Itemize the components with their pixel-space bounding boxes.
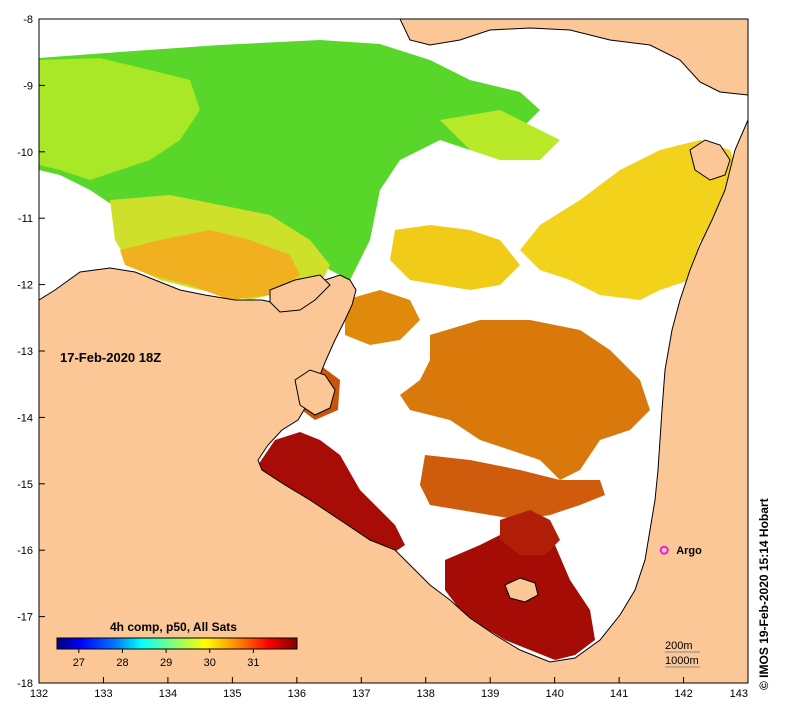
y-tick-label-4: -12 — [17, 280, 33, 292]
colorbar-tick-label-2: 29 — [160, 657, 172, 669]
y-tick-label-2: -10 — [17, 147, 33, 159]
x-tick-label-7: 139 — [481, 688, 499, 700]
credit-label: © IMOS 19-Feb-2020 15:14 Hobart — [757, 498, 771, 690]
date-label: 17-Feb-2020 18Z — [60, 350, 161, 365]
sst-patch-orange-south — [420, 455, 605, 520]
y-tick-label-5: -13 — [17, 346, 33, 358]
y-tick-label-7: -15 — [17, 479, 33, 491]
x-tick-label-2: 134 — [159, 688, 177, 700]
colorbar-title: 4h comp, p50, All Sats — [110, 620, 237, 634]
x-axis: 132 133 134 135 136 137 138 139 140 141 142 143 — [30, 677, 749, 700]
colorbar-gradient — [56, 637, 298, 650]
sst-patch-orange-central — [400, 320, 650, 480]
colorbar-tick-label-0: 27 — [73, 657, 85, 669]
y-tick-label-9: -17 — [17, 612, 33, 624]
colorbar-ticks: 27 28 29 30 31 — [73, 649, 259, 669]
sst-patch-amber-west — [120, 230, 300, 300]
y-tick-label-3: -11 — [18, 213, 33, 225]
y-tick-label-10: -18 — [17, 678, 33, 690]
sst-patch-yellow-ne — [520, 140, 745, 300]
depth-legend: 200m 1000m — [665, 640, 700, 668]
y-tick-label-1: -9 — [23, 80, 33, 92]
depth-label-1000m: 1000m — [665, 655, 699, 667]
land — [39, 19, 748, 683]
x-tick-label-9: 141 — [610, 688, 628, 700]
x-tick-label-11: 143 — [730, 688, 748, 700]
y-tick-label-0: -8 — [23, 14, 33, 26]
argo-marker[interactable]: Argo — [659, 545, 702, 557]
colorbar-tick-label-3: 30 — [204, 657, 216, 669]
argo-float-icon[interactable] — [659, 545, 669, 555]
x-tick-label-0: 132 — [30, 688, 48, 700]
land-groote-eylandt — [294, 369, 336, 416]
x-tick-label-5: 137 — [352, 688, 370, 700]
argo-label: Argo — [676, 545, 702, 557]
x-tick-label-3: 135 — [223, 688, 241, 700]
x-tick-label-10: 142 — [674, 688, 692, 700]
land-mornington-island — [504, 577, 539, 603]
x-tick-label-6: 138 — [417, 688, 435, 700]
sst-patch-red-mid — [500, 510, 560, 555]
land-arnhem-peninsula — [269, 274, 331, 313]
land-cape-york-peninsula — [39, 119, 748, 683]
sst-patch-yellow-mid — [390, 225, 520, 290]
land-torres-strait-islands — [689, 139, 731, 181]
x-tick-label-4: 136 — [288, 688, 306, 700]
y-axis: -8 -9 -10 -11 -12 -13 -14 -15 -16 -17 -18 — [17, 14, 45, 690]
colorbar-tick-label-1: 28 — [116, 657, 128, 669]
depth-label-200m: 200m — [665, 640, 693, 652]
y-tick-label-6: -14 — [17, 412, 33, 424]
sst-patch-lightgreen-east — [440, 110, 560, 160]
land-papua-new-guinea — [399, 19, 748, 96]
x-tick-label-8: 140 — [545, 688, 563, 700]
sst-patch-lightgreen — [39, 58, 200, 180]
sst-patch-orange-nw — [345, 290, 420, 345]
colorbar: 4h comp, p50, All Sats 27 28 29 30 31 — [56, 620, 298, 669]
x-tick-label-1: 133 — [94, 688, 112, 700]
sst-patch-red-gulf-west — [258, 432, 405, 555]
y-tick-label-8: -16 — [17, 545, 33, 557]
sst-field — [39, 40, 745, 660]
colorbar-tick-label-4: 31 — [247, 657, 259, 669]
